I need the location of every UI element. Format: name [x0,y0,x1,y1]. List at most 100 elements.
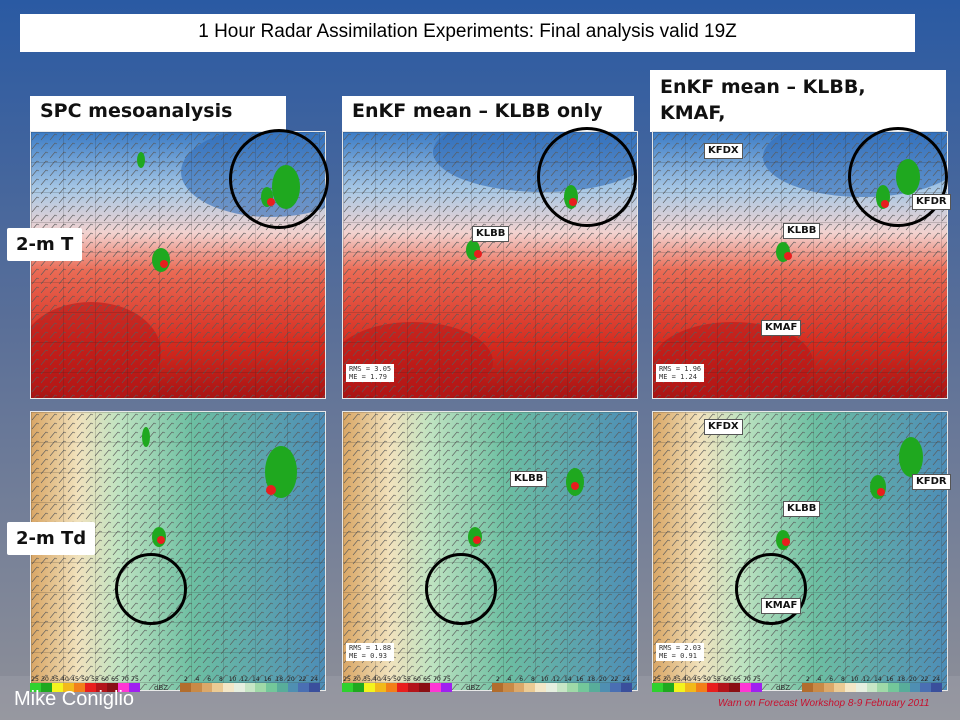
colorbar-swatch [823,683,835,692]
colorbar-tick: 35 [673,676,681,683]
colorbar-swatch [578,683,589,692]
colorbar-tick: 22 [610,676,619,683]
highlight-circle [848,127,948,227]
colorbar-swatch [244,683,256,692]
stats-me: ME = 0.91 [659,652,697,660]
colorbar-swatch [812,683,824,692]
colorbar-tick: 14 [252,676,260,683]
site-label-kfdr: KFDR [912,474,951,490]
colorbar-swatch [834,683,846,692]
stats-box: RMS = 1.96 ME = 1.24 [656,364,705,382]
colorbar-swatch [545,683,557,692]
dbz-colorbar [342,683,452,692]
colorbar-swatch [610,683,622,692]
colorbar-tick: 35 [51,676,59,683]
stats-rms: RMS = 1.96 [659,365,702,373]
colorbar-swatch [30,683,41,692]
colorbar-swatch [685,683,696,692]
colorbar-tick: 14 [874,676,882,683]
colorbar-tick: 22 [298,676,307,683]
colorbar-tick: 65 [111,676,119,683]
colorbar-tick: 12 [552,676,561,683]
colorbar-tick: 70 [121,676,129,683]
colorbar-tick: 45 [383,676,391,683]
stats-rms: RMS = 3.05 [349,365,392,373]
field-colorbar-ticks: 2 4 6 8 10 12 14 16 18 20 22 24 [492,676,632,683]
colorbar-tick: 45 [693,676,701,683]
colorbar-swatch [201,683,213,692]
colorbar-swatch [386,683,397,692]
colorbar-tick: 6 [207,676,212,683]
colorbar-swatch [41,683,52,692]
colorbar-tick: 40 [61,676,69,683]
stats-rms: RMS = 2.03 [659,644,702,652]
colorbar-tick: 8 [840,676,845,683]
colorbar-swatch [397,683,408,692]
colorbar-swatch [364,683,375,692]
highlight-circle [229,129,329,229]
colorbar-tick: 75 [131,676,139,683]
colorbar-swatch [353,683,364,692]
dbz-colorbar-ticks: 25 30 35 40 45 50 55 60 65 70 75 [30,676,140,683]
colorbar-tick: 24 [622,676,631,683]
colorbar-swatch [276,683,288,692]
colorbar-tick: 14 [564,676,572,683]
colorbar-swatch [524,683,536,692]
colorbar-swatch [567,683,579,692]
stats-me: ME = 0.93 [349,652,387,660]
highlight-circle [537,127,637,227]
colorbar-swatch [888,683,899,692]
colorbar-swatch [342,683,353,692]
colorbar-tick: 22 [920,676,929,683]
colorbar-tick: 20 [599,676,607,683]
colorbar-swatch [492,683,503,692]
colorbar-tick: 24 [310,676,319,683]
site-label-kfdx: KFDX [704,419,743,435]
colorbar-tick: 75 [753,676,761,683]
field-colorbar [492,683,632,692]
stats-me: ME = 1.79 [349,373,387,381]
field-colorbar-ticks: 2 4 6 8 10 12 14 16 18 20 22 24 [180,676,320,683]
highlight-circle [425,553,497,625]
colorbar-tick: 4 [817,676,822,683]
author-name: Mike Coniglio [14,688,135,710]
colorbar-tick: 45 [71,676,79,683]
colorbar-tick: 18 [587,676,596,683]
highlight-circle [735,553,807,625]
colorbar-tick: 65 [733,676,741,683]
colorbar-swatch [707,683,718,692]
colorbar-swatch [266,683,277,692]
site-label-klbb: KLBB [472,226,510,242]
colorbar-tick: 18 [275,676,284,683]
colorbar-swatch [588,683,600,692]
colorbar-swatch [718,683,729,692]
colorbar-swatch [696,683,707,692]
colorbar-swatch [85,683,96,692]
colorbar-tick: 8 [218,676,223,683]
colorbar-tick: 65 [423,676,431,683]
dbz-colorbar [30,683,140,692]
colorbar-swatch [751,683,762,692]
colorbar-swatch [931,683,942,692]
colorbar-swatch [621,683,632,692]
colorbar-tick: 40 [683,676,691,683]
colorbar-swatch [430,683,441,692]
dbz-colorbar [652,683,762,692]
colorbar-tick: 12 [862,676,871,683]
colorbar-tick: 30 [353,676,361,683]
colorbar-tick: 6 [829,676,834,683]
colorbar-tick: 35 [363,676,371,683]
colorbar-tick: 8 [530,676,535,683]
colorbar-swatch [298,683,310,692]
colorbar-swatch [652,683,663,692]
colorbar-swatch [309,683,320,692]
colorbar-swatch [287,683,299,692]
slide-title: 1 Hour Radar Assimilation Experiments: F… [20,14,915,52]
field-colorbar [802,683,942,692]
colorbar-tick: 4 [195,676,200,683]
row-label-2m-t: 2-m T [7,228,83,261]
colorbar-swatch [556,683,568,692]
dbz-colorbar-ticks: 25 30 35 40 45 50 55 60 65 70 75 [342,676,452,683]
colorbar-swatch [802,683,813,692]
colorbar-tick: 60 [413,676,421,683]
